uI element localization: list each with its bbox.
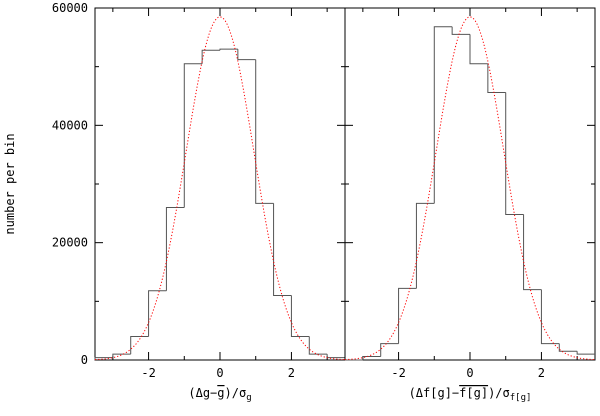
left-histogram-bin xyxy=(255,59,274,204)
y-tick-label: 60000 xyxy=(52,1,88,15)
right-histogram-bin xyxy=(469,34,488,65)
right-x-tick-label: -2 xyxy=(391,366,405,380)
right-histogram-bin xyxy=(380,343,399,357)
left-histogram-bin xyxy=(183,63,203,208)
right-x-tick-label: 2 xyxy=(538,366,545,380)
left-histogram-bin xyxy=(112,353,131,358)
right-histogram-bin xyxy=(558,343,578,352)
left-x-tick-label: -2 xyxy=(141,366,155,380)
left-histogram-bin xyxy=(290,295,310,338)
left-x-tick-label: 0 xyxy=(216,366,223,380)
left-histogram-bin xyxy=(219,48,238,51)
right-histogram-bin xyxy=(487,63,506,93)
right-histogram-bin xyxy=(398,287,417,344)
y-axis-title: number per bin xyxy=(3,133,17,234)
left-x-tick-label: 2 xyxy=(288,366,295,380)
right-panel: -2 0 2 xyxy=(344,7,596,380)
right-histogram-bin xyxy=(505,92,524,216)
left-panel: -2 0 2 xyxy=(94,7,346,380)
right-histogram-bin xyxy=(523,214,542,291)
right-histogram-bin xyxy=(451,26,470,35)
left-histogram-bin xyxy=(308,336,328,355)
axis-labels: 0 20000 40000 60000 number per bin (Δg−g)/σg (… xyxy=(3,1,531,403)
right-histogram-bin xyxy=(362,355,381,360)
left-histogram-bin xyxy=(273,203,292,296)
left-histogram-bin xyxy=(326,354,345,359)
right-histogram-bin xyxy=(576,351,595,355)
right-histogram-bin xyxy=(433,26,453,204)
right-x-axis-title: (Δf[g]−f[g])/σf[g] xyxy=(409,386,532,403)
left-gaussian-fit-curve xyxy=(94,16,346,361)
left-histogram-bin xyxy=(237,49,256,61)
left-histogram-bin xyxy=(130,336,149,355)
left-histogram-bin xyxy=(165,206,185,291)
right-histogram-bin xyxy=(540,289,560,345)
left-x-axis-title: (Δg−g)/σg xyxy=(188,386,251,403)
right-x-tick-label: 0 xyxy=(466,366,473,380)
left-plot-frame xyxy=(94,7,346,361)
right-gaussian-fit-curve xyxy=(344,16,596,361)
y-tick-label: 20000 xyxy=(52,236,88,250)
left-histogram-bin xyxy=(201,49,220,64)
y-tick-label: 40000 xyxy=(52,118,88,132)
y-tick-label: 0 xyxy=(81,353,88,367)
